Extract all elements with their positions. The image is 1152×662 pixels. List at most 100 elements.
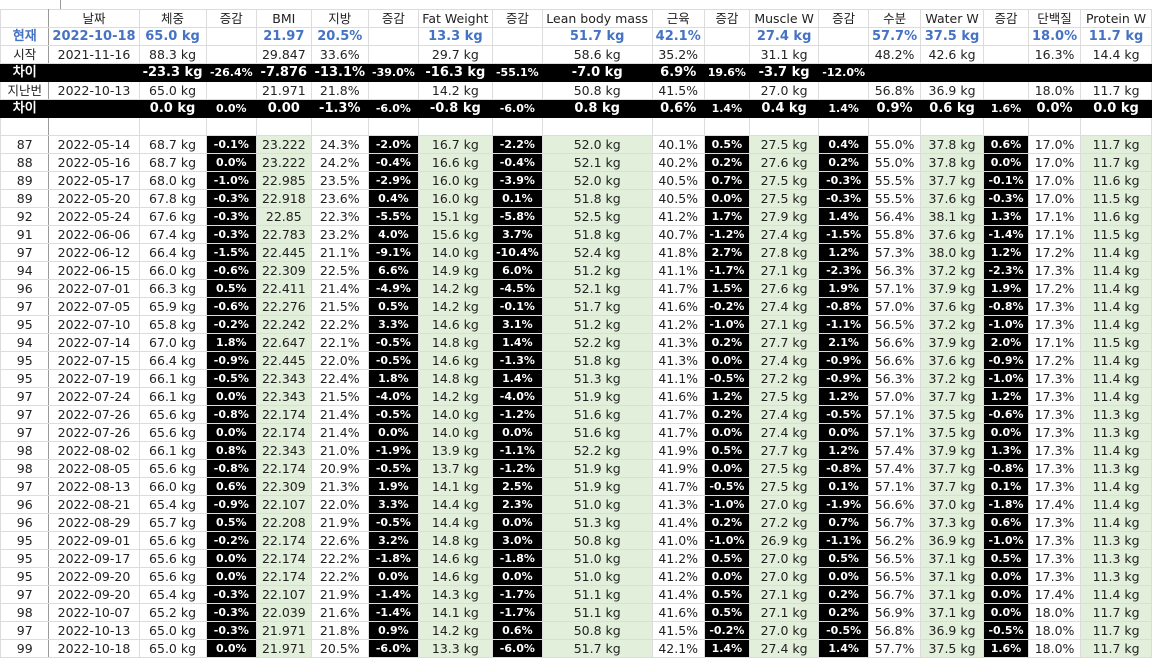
muscle-weight-change-cell[interactable]: 0.2% xyxy=(818,585,870,604)
weight-cell[interactable]: 65.9 kg xyxy=(138,297,207,316)
muscle-percent-cell[interactable]: 42.1% xyxy=(651,639,705,658)
protein-percent-cell[interactable]: 0.0% xyxy=(1027,99,1082,118)
water-percent-cell[interactable]: 57.1% xyxy=(868,423,922,442)
muscle-weight-cell[interactable]: 27.6 kg xyxy=(748,153,820,172)
weight-change-cell[interactable]: 0.0% xyxy=(205,549,258,568)
protein-percent-cell[interactable]: 18.0% xyxy=(1027,639,1082,658)
muscle-weight-change-cell[interactable] xyxy=(818,27,870,46)
muscle-percent-cell[interactable]: 35.2% xyxy=(651,45,705,64)
weight-cell[interactable]: 65.2 kg xyxy=(138,603,207,622)
muscle-percent-cell[interactable]: 41.2% xyxy=(651,549,705,568)
fat-percent-change-cell[interactable]: -1.8% xyxy=(368,549,419,568)
muscle-percent-cell[interactable]: 40.5% xyxy=(651,171,705,190)
fat-percent-change-cell[interactable]: 4.0% xyxy=(368,225,419,244)
muscle-weight-change-cell[interactable]: 1.9% xyxy=(818,279,870,298)
fat-percent-change-cell[interactable]: 1.8% xyxy=(368,369,419,388)
muscle-percent-change-cell[interactable]: 0.2% xyxy=(703,513,750,532)
muscle-weight-cell[interactable]: 27.5 kg xyxy=(748,135,820,154)
bmi-cell[interactable]: 22.445 xyxy=(256,351,312,370)
muscle-weight-change-cell[interactable]: -0.8% xyxy=(818,459,870,478)
fat-percent-change-cell[interactable]: 0.5% xyxy=(368,297,419,316)
protein-percent-cell[interactable]: 17.1% xyxy=(1027,225,1082,244)
bmi-cell[interactable]: 22.647 xyxy=(256,333,312,352)
muscle-weight-change-cell[interactable]: -2.3% xyxy=(818,261,870,280)
muscle-weight-change-cell[interactable]: -1.9% xyxy=(818,495,870,514)
fat-percent-cell[interactable]: 21.0% xyxy=(310,441,370,460)
muscle-weight-cell[interactable]: 27.0 kg xyxy=(748,567,820,586)
water-percent-cell[interactable]: 56.7% xyxy=(868,585,922,604)
water-change-cell[interactable]: 0.6% xyxy=(982,513,1030,532)
weight-change-cell[interactable]: -0.3% xyxy=(205,189,258,208)
protein-percent-cell[interactable]: 17.1% xyxy=(1027,207,1082,226)
fat-percent-change-cell[interactable]: 증감 xyxy=(368,9,419,28)
fat-weight-cell[interactable]: 14.6 kg xyxy=(417,315,493,334)
muscle-percent-change-cell[interactable]: 1.4% xyxy=(703,639,750,658)
muscle-weight-cell[interactable]: 27.4 kg xyxy=(748,225,820,244)
water-weight-cell[interactable]: 36.9 kg xyxy=(920,81,984,100)
muscle-percent-change-cell[interactable]: 0.0% xyxy=(703,459,750,478)
muscle-percent-change-cell[interactable]: 0.0% xyxy=(703,351,750,370)
muscle-weight-cell[interactable]: 27.1 kg xyxy=(748,315,820,334)
protein-weight-cell[interactable]: 11.4 kg xyxy=(1080,585,1152,604)
fat-percent-cell[interactable]: -1.3% xyxy=(310,99,370,118)
fat-weight-cell[interactable]: Fat Weight xyxy=(417,9,493,28)
fat-percent-cell[interactable]: 21.8% xyxy=(310,621,370,640)
empty-cell[interactable] xyxy=(1027,117,1082,136)
lean-body-mass-cell[interactable]: 52.1 kg xyxy=(541,153,653,172)
muscle-weight-cell[interactable]: 27.6 kg xyxy=(748,279,820,298)
water-change-cell[interactable] xyxy=(982,27,1030,46)
lean-body-mass-cell[interactable]: 51.9 kg xyxy=(541,459,653,478)
muscle-percent-change-cell[interactable]: 0.5% xyxy=(703,441,750,460)
muscle-percent-change-cell[interactable]: -0.2% xyxy=(703,297,750,316)
fat-percent-change-cell[interactable]: -2.0% xyxy=(368,135,419,154)
bmi-cell[interactable]: 22.309 xyxy=(256,477,312,496)
fat-weight-cell[interactable]: 14.0 kg xyxy=(417,243,493,262)
muscle-percent-change-cell[interactable]: 1.7% xyxy=(703,207,750,226)
muscle-weight-cell[interactable]: 27.2 kg xyxy=(748,369,820,388)
fat-weight-cell[interactable]: 16.0 kg xyxy=(417,171,493,190)
fat-weight-cell[interactable]: 14.4 kg xyxy=(417,513,493,532)
date-cell[interactable]: 2022-10-18 xyxy=(48,27,140,46)
fat-weight-cell[interactable]: 13.3 kg xyxy=(417,27,493,46)
fat-weight-cell[interactable]: 14.8 kg xyxy=(417,531,493,550)
protein-percent-cell[interactable]: 16.3% xyxy=(1027,45,1082,64)
lean-body-mass-cell[interactable]: 0.8 kg xyxy=(541,99,653,118)
muscle-weight-change-cell[interactable]: 0.1% xyxy=(818,477,870,496)
row-index-cell[interactable]: 91 xyxy=(0,225,50,244)
fat-percent-cell[interactable]: 22.6% xyxy=(310,531,370,550)
lean-body-mass-cell[interactable]: 58.6 kg xyxy=(541,45,653,64)
row-index-cell[interactable]: 96 xyxy=(0,495,50,514)
bmi-cell[interactable]: 22.985 xyxy=(256,171,312,190)
fat-percent-cell[interactable]: 21.8% xyxy=(310,81,370,100)
date-cell[interactable]: 2022-07-26 xyxy=(48,423,140,442)
fat-weight-cell[interactable]: 13.9 kg xyxy=(417,441,493,460)
fat-weight-cell[interactable]: 14.6 kg xyxy=(417,567,493,586)
muscle-percent-change-cell[interactable]: -1.0% xyxy=(703,495,750,514)
muscle-weight-change-cell[interactable]: 1.2% xyxy=(818,441,870,460)
weight-cell[interactable]: 65.0 kg xyxy=(138,81,207,100)
water-weight-cell[interactable]: 0.6 kg xyxy=(920,99,984,118)
water-percent-cell[interactable]: 48.2% xyxy=(868,45,922,64)
fat-percent-change-cell[interactable]: -5.5% xyxy=(368,207,419,226)
date-cell[interactable]: 2022-10-07 xyxy=(48,603,140,622)
fat-weight-change-cell[interactable]: -1.7% xyxy=(491,585,543,604)
muscle-weight-change-cell[interactable]: 1.4% xyxy=(818,207,870,226)
fat-percent-change-cell[interactable]: -0.5% xyxy=(368,333,419,352)
water-change-cell[interactable]: 0.0% xyxy=(982,603,1030,622)
muscle-weight-cell[interactable]: -3.7 kg xyxy=(748,63,820,82)
muscle-percent-change-cell[interactable]: 증감 xyxy=(703,9,750,28)
muscle-weight-cell[interactable]: 27.4 kg xyxy=(748,405,820,424)
empty-cell[interactable] xyxy=(491,117,543,136)
protein-percent-cell[interactable]: 18.0% xyxy=(1027,81,1082,100)
fat-weight-change-cell[interactable]: -1.7% xyxy=(491,603,543,622)
bmi-cell[interactable]: 22.174 xyxy=(256,567,312,586)
weight-cell[interactable]: 67.8 kg xyxy=(138,189,207,208)
weight-cell[interactable]: 66.3 kg xyxy=(138,279,207,298)
water-weight-cell[interactable]: 37.1 kg xyxy=(920,585,984,604)
lean-body-mass-cell[interactable]: 51.2 kg xyxy=(541,315,653,334)
muscle-weight-cell[interactable]: 27.1 kg xyxy=(748,603,820,622)
muscle-percent-change-cell[interactable]: 1.4% xyxy=(703,99,750,118)
protein-weight-cell[interactable]: 11.4 kg xyxy=(1080,387,1152,406)
date-cell[interactable]: 2022-09-20 xyxy=(48,585,140,604)
protein-percent-cell[interactable]: 17.3% xyxy=(1027,567,1082,586)
